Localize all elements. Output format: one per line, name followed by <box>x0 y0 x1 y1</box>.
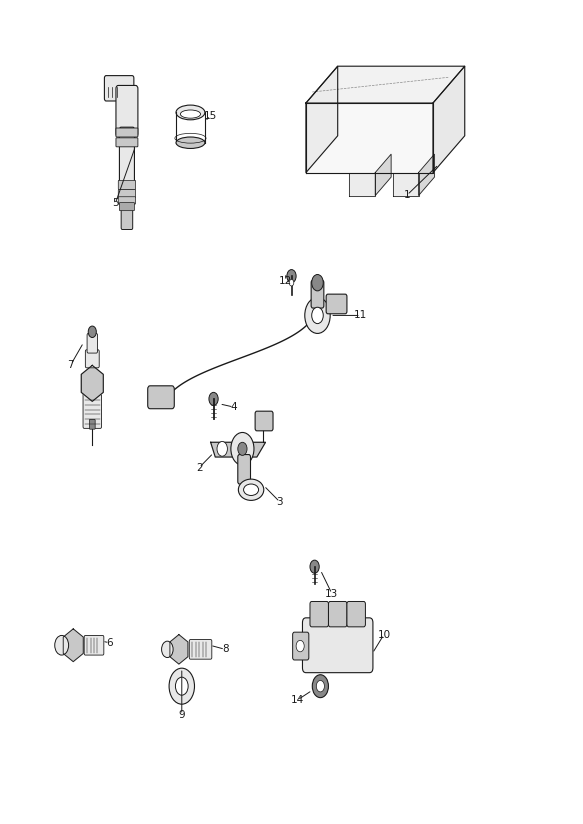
FancyBboxPatch shape <box>89 419 95 429</box>
Text: 14: 14 <box>291 695 304 705</box>
Polygon shape <box>375 154 391 195</box>
FancyBboxPatch shape <box>189 639 212 659</box>
Ellipse shape <box>180 110 201 118</box>
FancyBboxPatch shape <box>121 202 133 230</box>
Circle shape <box>296 640 304 652</box>
Circle shape <box>88 326 96 338</box>
Circle shape <box>238 442 247 456</box>
Circle shape <box>312 675 328 698</box>
Text: 1: 1 <box>403 190 410 200</box>
Polygon shape <box>63 629 83 662</box>
Circle shape <box>169 668 195 705</box>
Ellipse shape <box>176 105 205 119</box>
FancyBboxPatch shape <box>120 127 135 190</box>
Text: 11: 11 <box>354 311 367 321</box>
FancyBboxPatch shape <box>347 602 366 627</box>
FancyBboxPatch shape <box>147 386 174 409</box>
Text: 5: 5 <box>112 199 119 208</box>
FancyBboxPatch shape <box>328 602 347 627</box>
FancyBboxPatch shape <box>120 203 135 211</box>
FancyBboxPatch shape <box>116 138 138 147</box>
Polygon shape <box>170 634 188 664</box>
Circle shape <box>312 307 323 324</box>
Circle shape <box>175 677 188 695</box>
Text: 12: 12 <box>279 276 292 286</box>
Polygon shape <box>349 172 375 195</box>
Circle shape <box>310 560 319 574</box>
Polygon shape <box>306 66 338 172</box>
Circle shape <box>317 681 324 692</box>
Text: 2: 2 <box>196 462 202 473</box>
Circle shape <box>55 635 69 655</box>
Circle shape <box>209 392 218 405</box>
Text: 6: 6 <box>106 638 113 648</box>
Polygon shape <box>306 66 465 103</box>
FancyBboxPatch shape <box>118 197 136 204</box>
Circle shape <box>312 274 323 291</box>
Text: 15: 15 <box>204 110 217 121</box>
Polygon shape <box>392 172 419 195</box>
FancyBboxPatch shape <box>85 350 99 368</box>
FancyBboxPatch shape <box>116 128 138 137</box>
Ellipse shape <box>244 484 259 495</box>
Text: 4: 4 <box>230 402 237 412</box>
FancyBboxPatch shape <box>84 635 104 655</box>
Polygon shape <box>306 103 433 172</box>
FancyBboxPatch shape <box>118 190 136 198</box>
FancyBboxPatch shape <box>311 280 324 308</box>
Text: 10: 10 <box>377 630 391 639</box>
FancyBboxPatch shape <box>104 76 134 101</box>
FancyBboxPatch shape <box>238 455 251 484</box>
Circle shape <box>305 297 330 334</box>
Text: 13: 13 <box>325 588 339 599</box>
Polygon shape <box>81 365 103 401</box>
FancyBboxPatch shape <box>83 392 101 428</box>
FancyBboxPatch shape <box>255 411 273 431</box>
FancyBboxPatch shape <box>303 618 373 672</box>
Polygon shape <box>433 66 465 172</box>
Circle shape <box>217 442 227 456</box>
Ellipse shape <box>238 479 264 500</box>
Circle shape <box>231 433 254 466</box>
FancyBboxPatch shape <box>293 632 309 660</box>
FancyBboxPatch shape <box>116 86 138 137</box>
Circle shape <box>289 279 294 286</box>
Ellipse shape <box>176 137 205 148</box>
Text: 8: 8 <box>222 644 229 654</box>
Circle shape <box>161 641 173 658</box>
Text: 3: 3 <box>277 497 283 507</box>
Polygon shape <box>419 154 434 195</box>
Text: 9: 9 <box>178 709 185 720</box>
Text: 7: 7 <box>68 359 74 369</box>
Polygon shape <box>210 442 265 457</box>
FancyBboxPatch shape <box>118 180 136 190</box>
FancyBboxPatch shape <box>310 602 328 627</box>
Circle shape <box>287 269 296 283</box>
FancyBboxPatch shape <box>87 334 97 353</box>
FancyBboxPatch shape <box>326 294 347 314</box>
